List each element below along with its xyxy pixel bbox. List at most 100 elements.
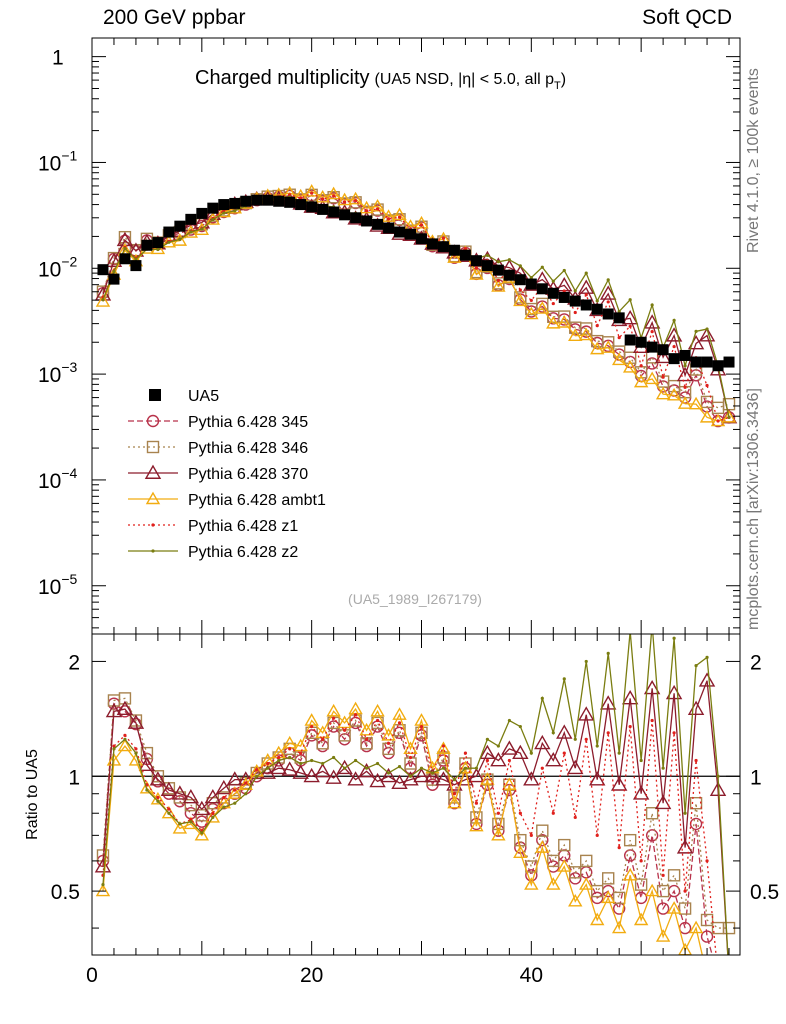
point-z1 bbox=[551, 301, 555, 306]
point-z1 bbox=[343, 200, 347, 204]
ratio-point-z1 bbox=[518, 811, 522, 815]
ratio-point-z2 bbox=[244, 792, 248, 796]
ratio-point-z1 bbox=[156, 795, 160, 800]
ratio-point-z1 bbox=[540, 766, 544, 770]
ratio-point-p370 bbox=[479, 744, 496, 760]
legend-label-p370: Pythia 6.428 370 bbox=[188, 466, 308, 483]
ratio-point-z2 bbox=[419, 766, 424, 770]
ratio-point-ambt1 bbox=[447, 795, 462, 809]
ratio-point-p370 bbox=[698, 672, 716, 687]
ratio-point-z1 bbox=[211, 811, 215, 815]
ratio-point-z2 bbox=[694, 664, 698, 668]
point-ambt1 bbox=[546, 315, 561, 329]
legend-marker-p370 bbox=[144, 464, 162, 479]
point-p346 bbox=[580, 322, 593, 335]
ratio-point-z1 bbox=[233, 788, 237, 792]
ratio-point-p370 bbox=[413, 767, 430, 783]
legend-marker-p346 bbox=[146, 440, 160, 454]
point-p370 bbox=[643, 314, 661, 329]
y-tick-label: 10−5 bbox=[38, 571, 78, 599]
data-point bbox=[470, 255, 482, 267]
data-point bbox=[317, 203, 329, 215]
ratio-point-p370 bbox=[391, 774, 408, 789]
ratio-point-p346 bbox=[536, 824, 549, 837]
ratio-point-z2 bbox=[178, 822, 182, 826]
ratio-point-z1 bbox=[244, 781, 248, 785]
ratio-point-z2 bbox=[277, 758, 281, 763]
ratio-point-z2 bbox=[101, 883, 105, 887]
data-point bbox=[448, 244, 460, 256]
ratio-point-z2 bbox=[386, 771, 391, 775]
point-z2 bbox=[189, 230, 193, 234]
point-p346 bbox=[514, 291, 527, 304]
point-z2 bbox=[584, 271, 588, 275]
ratio-point-p345 bbox=[689, 817, 703, 831]
ratio-point-ambt1 bbox=[326, 703, 341, 717]
point-z1 bbox=[562, 289, 566, 293]
point-z1 bbox=[672, 344, 676, 349]
ratio-frame bbox=[91, 633, 741, 956]
data-point bbox=[503, 269, 515, 281]
ratio-point-z1 bbox=[716, 974, 719, 977]
ratio-point-p346 bbox=[634, 878, 648, 891]
ratio-point-p370 bbox=[138, 756, 156, 772]
data-point bbox=[152, 237, 164, 249]
ratio-point-z1 bbox=[167, 807, 171, 811]
ratio-point-z2 bbox=[727, 974, 730, 977]
data-point bbox=[328, 206, 340, 218]
ratio-point-p370 bbox=[599, 695, 617, 710]
data-point bbox=[635, 336, 647, 348]
ratio-point-z2 bbox=[321, 761, 325, 766]
ratio-point-z2 bbox=[233, 801, 237, 805]
ratio-point-p370 bbox=[578, 706, 595, 721]
y-tick-label: 10−3 bbox=[38, 359, 78, 387]
point-p370 bbox=[105, 252, 123, 268]
data-point bbox=[229, 197, 241, 209]
point-z2 bbox=[650, 303, 654, 307]
legend-marker-ambt1 bbox=[145, 491, 161, 505]
ratio-point-z1 bbox=[606, 731, 610, 735]
ratio-point-z1 bbox=[277, 755, 281, 760]
ratio-point-p370 bbox=[722, 969, 736, 981]
ratio-point-p345 bbox=[525, 869, 538, 882]
ratio-point-ambt1 bbox=[535, 840, 550, 853]
point-z2 bbox=[167, 240, 171, 244]
ratio-point-z1 bbox=[694, 758, 698, 763]
ratio-series-z1 bbox=[101, 713, 730, 977]
header-left: 200 GeV ppbar bbox=[103, 6, 246, 29]
ratio-point-ambt1 bbox=[172, 820, 188, 834]
ratio-point-z1 bbox=[496, 811, 500, 815]
point-p370 bbox=[654, 348, 672, 364]
ratio-point-z1 bbox=[474, 801, 479, 805]
point-ambt1 bbox=[677, 396, 693, 409]
ratio-point-ambt1 bbox=[701, 970, 713, 981]
point-z1 bbox=[683, 385, 687, 389]
point-ambt1 bbox=[326, 186, 341, 200]
ratio-line-ambt1 bbox=[102, 707, 703, 955]
ratio-point-p370 bbox=[424, 767, 441, 783]
series-data bbox=[97, 194, 735, 372]
data-point bbox=[284, 196, 296, 208]
ratio-point-p345 bbox=[470, 817, 483, 831]
ratio-point-z1 bbox=[727, 974, 730, 977]
ratio-point-z2 bbox=[332, 755, 336, 760]
point-z1 bbox=[441, 236, 446, 240]
chart-title: Charged multiplicity (UA5 NSD, |η| < 5.0,… bbox=[195, 67, 566, 92]
ratio-point-ambt1 bbox=[491, 827, 506, 841]
point-z2 bbox=[101, 298, 105, 302]
ratio-point-p346 bbox=[700, 913, 714, 927]
ratio-point-p370 bbox=[314, 762, 331, 778]
ratio-point-z2 bbox=[651, 623, 654, 626]
ratio-point-p370 bbox=[643, 679, 661, 695]
point-ambt1 bbox=[699, 409, 715, 423]
point-z2 bbox=[156, 247, 160, 252]
ratio-point-z2 bbox=[639, 758, 643, 763]
legend-marker-z2 bbox=[151, 549, 155, 553]
point-z2 bbox=[518, 264, 522, 268]
data-point bbox=[372, 218, 384, 230]
ratio-point-z2 bbox=[485, 737, 489, 741]
ratio-point-z2 bbox=[112, 747, 116, 751]
ratio-point-p370 bbox=[369, 772, 386, 788]
ratio-point-p346 bbox=[612, 891, 626, 905]
